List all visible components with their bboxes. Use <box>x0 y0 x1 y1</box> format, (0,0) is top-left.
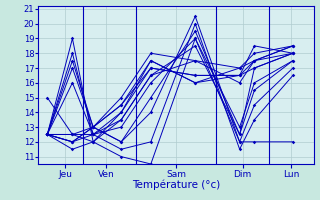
X-axis label: Température (°c): Température (°c) <box>132 180 220 190</box>
